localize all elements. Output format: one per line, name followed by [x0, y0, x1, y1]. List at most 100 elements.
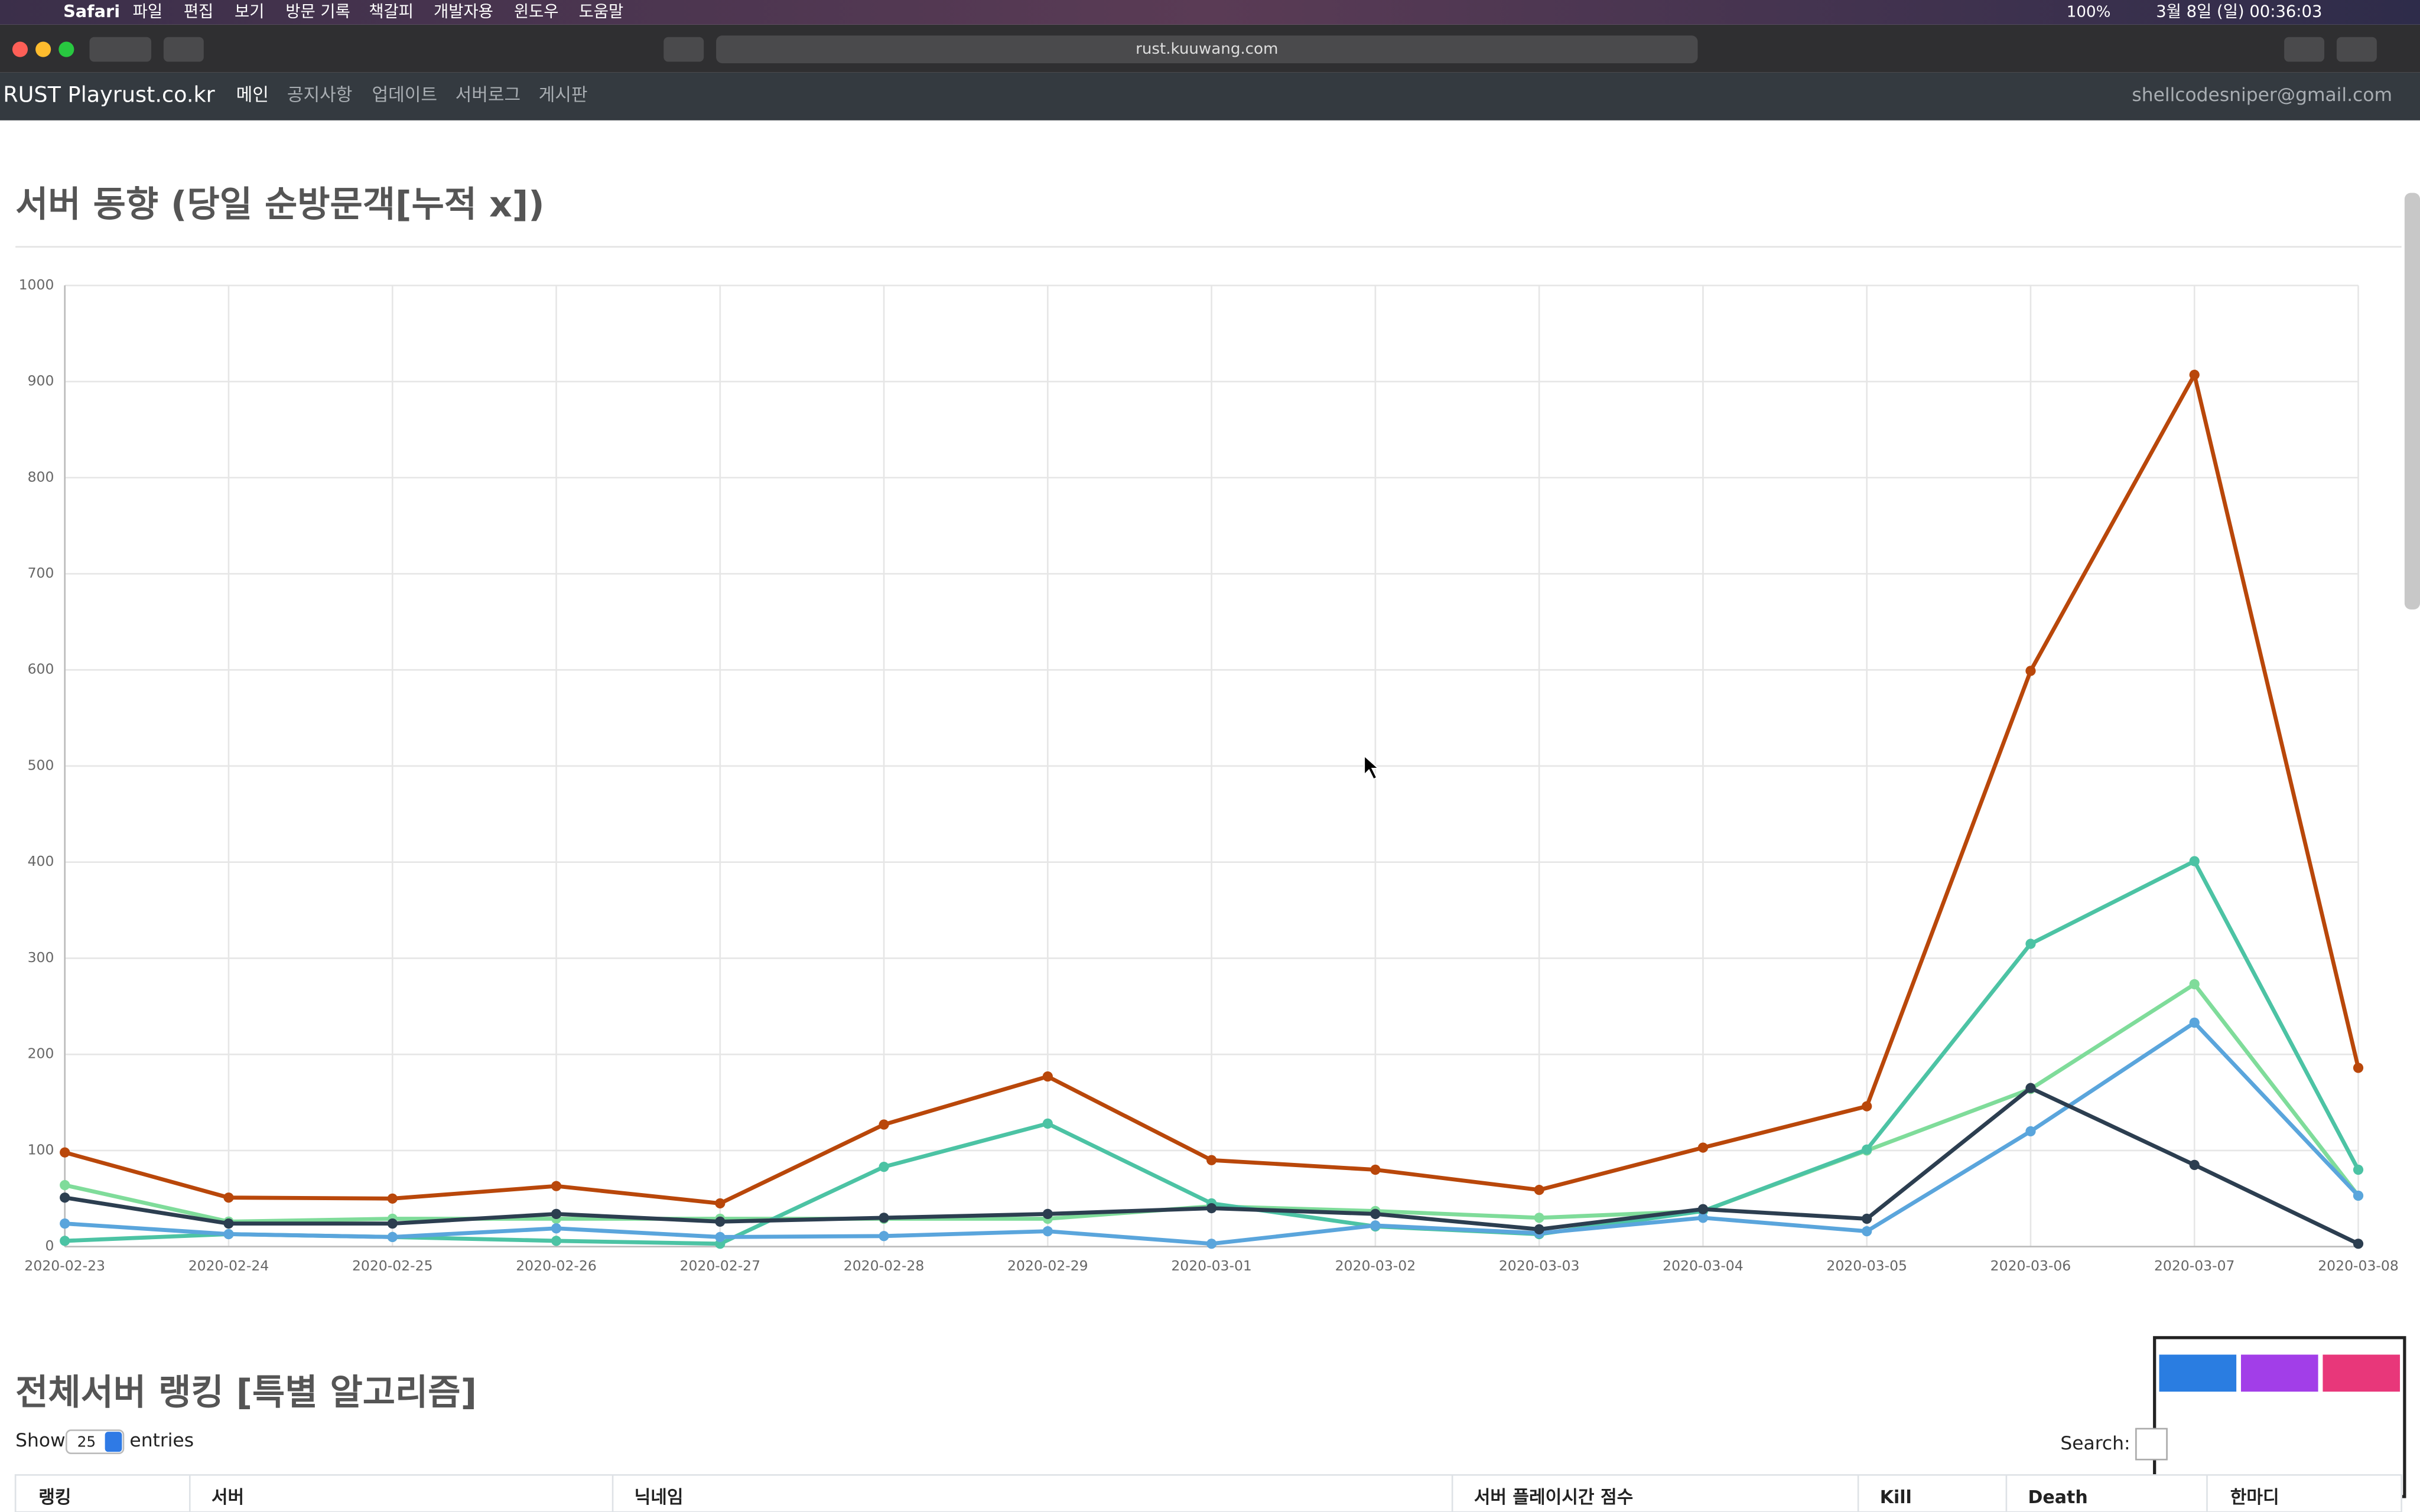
nav-item[interactable]: 서버로그	[456, 84, 521, 105]
column-header[interactable]: 랭킹	[38, 1487, 71, 1508]
battery: 100%	[2067, 3, 2111, 21]
y-tick-label: 100	[28, 1141, 54, 1158]
data-point	[1862, 1144, 1872, 1155]
search-label: Search:	[2060, 1433, 2130, 1454]
data-point	[2353, 1239, 2364, 1249]
y-tick-label: 300	[28, 949, 54, 966]
preview-block	[2323, 1354, 2401, 1392]
minimize-button[interactable]	[35, 41, 51, 57]
search-input[interactable]	[2135, 1428, 2168, 1461]
data-point	[1862, 1101, 1872, 1112]
nav-item[interactable]: 업데이트	[372, 84, 438, 105]
scrollbar[interactable]	[2404, 193, 2420, 610]
x-tick-label: 2020-02-25	[352, 1257, 433, 1274]
y-tick-label: 700	[28, 565, 54, 581]
data-point	[2189, 979, 2200, 990]
column-header[interactable]: Kill	[1880, 1487, 1912, 1508]
x-tick-label: 2020-02-29	[1007, 1257, 1088, 1274]
column-header[interactable]: 서버	[212, 1487, 244, 1508]
data-point	[2353, 1190, 2364, 1201]
column-header[interactable]: 한마디	[2230, 1487, 2279, 1508]
data-point	[879, 1231, 889, 1241]
x-tick-label: 2020-03-05	[1826, 1257, 1907, 1274]
data-point	[1042, 1226, 1053, 1237]
nav-item[interactable]: 메인	[236, 84, 269, 105]
data-point	[551, 1208, 562, 1219]
column-header[interactable]: 닉네임	[635, 1487, 684, 1508]
data-point	[2189, 1159, 2200, 1170]
data-point	[1534, 1185, 1544, 1195]
share-button[interactable]	[2284, 37, 2325, 62]
data-point	[223, 1192, 234, 1203]
menu-item[interactable]: 편집	[184, 2, 213, 21]
data-point	[551, 1236, 562, 1246]
data-point	[2189, 369, 2200, 380]
data-point	[1206, 1203, 1217, 1214]
length-suffix: entries	[129, 1430, 194, 1451]
x-tick-label: 2020-03-07	[2154, 1257, 2235, 1274]
y-tick-label: 900	[28, 373, 54, 389]
data-point	[551, 1181, 562, 1191]
chart-title: 서버 동향 (당일 순방문객[누적 x])	[15, 184, 545, 226]
menu-item[interactable]: 윈도우	[514, 2, 559, 21]
data-point	[879, 1213, 889, 1223]
data-point	[2353, 1164, 2364, 1175]
navbar	[0, 72, 2420, 120]
x-tick-label: 2020-03-06	[1990, 1257, 2071, 1274]
data-point	[1042, 1208, 1053, 1219]
x-tick-label: 2020-02-27	[680, 1257, 761, 1274]
x-tick-label: 2020-03-03	[1499, 1257, 1580, 1274]
menu-item[interactable]: 파일	[133, 2, 162, 21]
menu-app[interactable]: Safari	[63, 1, 120, 21]
url[interactable]: rust.kuuwang.com	[1136, 40, 1278, 58]
menu-item[interactable]: 책갈피	[369, 2, 414, 21]
user-menu[interactable]: shellcodesniper@gmail.com	[2132, 84, 2392, 106]
x-tick-label: 2020-02-23	[24, 1257, 105, 1274]
data-point	[879, 1119, 889, 1130]
menu-item[interactable]: 방문 기록	[285, 2, 350, 21]
data-point	[879, 1161, 889, 1172]
data-point	[1697, 1142, 1709, 1153]
nav-buttons[interactable]	[89, 37, 151, 62]
menu-item[interactable]: 개발자용	[434, 2, 493, 21]
data-point	[2025, 939, 2036, 949]
data-point	[2025, 1126, 2036, 1137]
data-point	[1534, 1224, 1544, 1235]
data-point	[715, 1216, 726, 1227]
nav-item[interactable]: 공지사항	[287, 84, 353, 105]
extension-button[interactable]	[663, 37, 704, 62]
data-point	[387, 1193, 398, 1204]
nav-item[interactable]: 게시판	[539, 84, 588, 105]
data-point	[1697, 1213, 1709, 1223]
y-tick-label: 400	[28, 853, 54, 869]
y-tick-label: 500	[28, 757, 54, 773]
column-header[interactable]: Death	[2028, 1487, 2087, 1508]
tabs-button[interactable]	[2336, 37, 2377, 62]
y-tick-label: 600	[28, 661, 54, 677]
address-bar[interactable]	[716, 35, 1698, 64]
length-label: Show	[15, 1430, 66, 1451]
column-header[interactable]: 서버 플레이시간 점수	[1474, 1487, 1634, 1508]
menu-item[interactable]: 보기	[235, 2, 264, 21]
menu-bar	[0, 0, 2420, 25]
y-tick-label: 800	[28, 468, 54, 485]
data-point	[715, 1198, 726, 1209]
data-point	[1370, 1208, 1381, 1219]
data-point	[1534, 1213, 1544, 1223]
data-point	[2025, 666, 2036, 676]
zoom-button[interactable]	[58, 41, 74, 57]
y-tick-label: 1000	[19, 276, 54, 293]
data-point	[2189, 856, 2200, 866]
menu-item[interactable]: 도움말	[579, 2, 624, 21]
sidebar-button[interactable]	[163, 37, 204, 62]
page-size[interactable]: 25	[77, 1433, 96, 1450]
table-header	[14, 1474, 2402, 1512]
data-point	[60, 1179, 70, 1191]
data-point	[1697, 1204, 1709, 1214]
data-point	[1042, 1118, 1053, 1129]
brand[interactable]: RUST Playrust.co.kr	[3, 82, 215, 107]
close-button[interactable]	[12, 41, 28, 57]
section-title: 전체서버 랭킹 [특별 알고리즘]	[15, 1372, 477, 1413]
